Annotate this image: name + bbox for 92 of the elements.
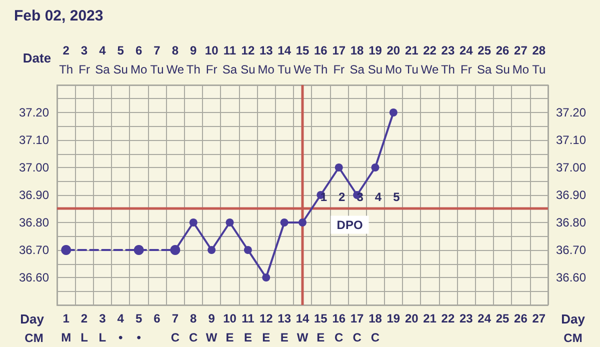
x-tick-label: 6 xyxy=(154,312,161,326)
y-tick-label: 36.80 xyxy=(556,216,586,230)
x-tick-label: 18 C xyxy=(368,312,382,344)
x2-tick-label: 8 We xyxy=(166,44,184,76)
y2-tick-label: 36.60 xyxy=(18,270,50,284)
y2-tick-label: 36.80 xyxy=(18,216,50,230)
annotation: DPO xyxy=(336,218,363,232)
x-tick-label: 14 W xyxy=(296,312,310,344)
x-tick-label: 9 W xyxy=(206,312,218,344)
y-tick-label: 37.10 xyxy=(556,133,586,147)
x2-tick-label: 25 Sa xyxy=(477,44,492,76)
y2-tick-label: 36.90 xyxy=(18,188,50,202)
x2-tick-label: 5 Su xyxy=(113,44,128,76)
text: Day xyxy=(561,312,585,326)
text: CM xyxy=(564,331,582,345)
x2-tick-label: 6 Mo xyxy=(130,44,148,76)
x2-tick-label: 15 We xyxy=(294,44,312,76)
x-tick-label: 1 M xyxy=(61,312,72,344)
x2-tick-label: 18 Sa xyxy=(350,44,365,76)
x2-tick-label: 13 Mo xyxy=(258,44,275,76)
x2-tick-label: 26 Su xyxy=(495,44,510,76)
x-tick-label: 21 xyxy=(423,312,437,326)
x-tick-label: 2 L xyxy=(80,312,88,344)
x-tick-label: 11 E xyxy=(242,312,255,344)
point xyxy=(134,245,144,255)
x-tick-label: 23 xyxy=(459,312,474,326)
x2-tick-label: 10 Fr xyxy=(204,44,219,76)
x2-tick-label: 16 Th xyxy=(314,44,328,76)
point xyxy=(262,274,270,282)
x-tick-label: 10 E xyxy=(223,312,237,344)
x-tick-label: 8 C xyxy=(189,312,198,344)
x2-tick-label: 19 Su xyxy=(368,44,383,76)
annotation: 2 xyxy=(338,190,346,204)
x2-tick-label: 28 Tu xyxy=(532,44,546,76)
y2-tick-label: 37.10 xyxy=(18,133,50,147)
y-tick-label: 36.60 xyxy=(556,270,586,284)
x2-tick-label: 22 We xyxy=(420,44,440,76)
y-tick-label: 37.00 xyxy=(556,160,586,174)
x-tick-label: 25 xyxy=(496,312,510,326)
point xyxy=(61,245,72,255)
point xyxy=(226,218,234,226)
x2-tick-label: 24 Fr xyxy=(459,44,474,76)
x2-tick-label: 12 Su xyxy=(240,44,256,76)
x-tick-label: 26 xyxy=(514,312,528,326)
x2-tick-label: 11 Sa xyxy=(222,44,238,76)
x2-tick-label: 21 Tu xyxy=(404,44,419,76)
x2-tick-label: 4 Sa xyxy=(95,44,110,76)
x-tick-label: 24 xyxy=(478,312,492,326)
annotation: 5 xyxy=(393,190,400,204)
x2-tick-label: 27 Mo xyxy=(512,44,530,76)
x-tick-label: 17 C xyxy=(350,312,364,344)
x2-tick-label: 23 Th xyxy=(440,44,455,76)
point xyxy=(371,164,380,172)
point xyxy=(189,218,198,226)
x-tick-label: 12 E xyxy=(259,312,274,344)
x2-tick-label: 20 Mo xyxy=(385,44,402,76)
point xyxy=(244,246,252,254)
x2-tick-label: 17 Fr xyxy=(332,44,346,76)
x-tick-label: 27 xyxy=(532,312,546,326)
chart-title: Feb 02, 2023 xyxy=(14,8,104,24)
x-tick-label: 5 • xyxy=(135,312,142,344)
x-tick-label: 20 xyxy=(404,312,419,326)
x-tick-label: 16 C xyxy=(332,312,346,344)
point xyxy=(208,246,216,254)
x-tick-label: 4 • xyxy=(117,312,124,344)
x2-tick-label: 14 Tu xyxy=(278,44,292,76)
x2-tick-label: 7 Tu xyxy=(150,44,164,76)
point xyxy=(280,218,288,226)
x-tick-label: 15 E xyxy=(314,312,328,344)
y2-tick-label: 37.20 xyxy=(18,106,50,120)
annotation: 3 xyxy=(356,190,364,204)
y-tick-label: 36.90 xyxy=(556,188,586,202)
x-tick-label: 3 L xyxy=(98,312,106,344)
y2-tick-label: 37.00 xyxy=(18,160,50,174)
annotation: 1 xyxy=(320,190,328,204)
x-tick-label: 19 xyxy=(386,312,400,326)
text: CM xyxy=(24,331,44,345)
x2-axis-title: Date xyxy=(22,50,52,66)
y-tick-label: 37.20 xyxy=(556,106,586,120)
x-tick-label: 22 xyxy=(441,312,455,326)
x-axis-title: Day xyxy=(20,312,45,326)
x-tick-label: 7 C xyxy=(170,312,180,344)
annotation: 4 xyxy=(374,190,382,204)
x2-tick-label: 2 Th xyxy=(59,44,74,76)
point xyxy=(389,108,398,116)
x2-tick-label: 9 Th xyxy=(186,44,200,76)
point xyxy=(298,218,306,226)
y2-tick-label: 36.70 xyxy=(18,243,50,257)
x-tick-label: 13 E xyxy=(278,312,292,344)
point xyxy=(334,164,343,172)
y-tick-label: 36.70 xyxy=(556,243,586,257)
x2-tick-label: 3 Fr xyxy=(78,44,90,76)
